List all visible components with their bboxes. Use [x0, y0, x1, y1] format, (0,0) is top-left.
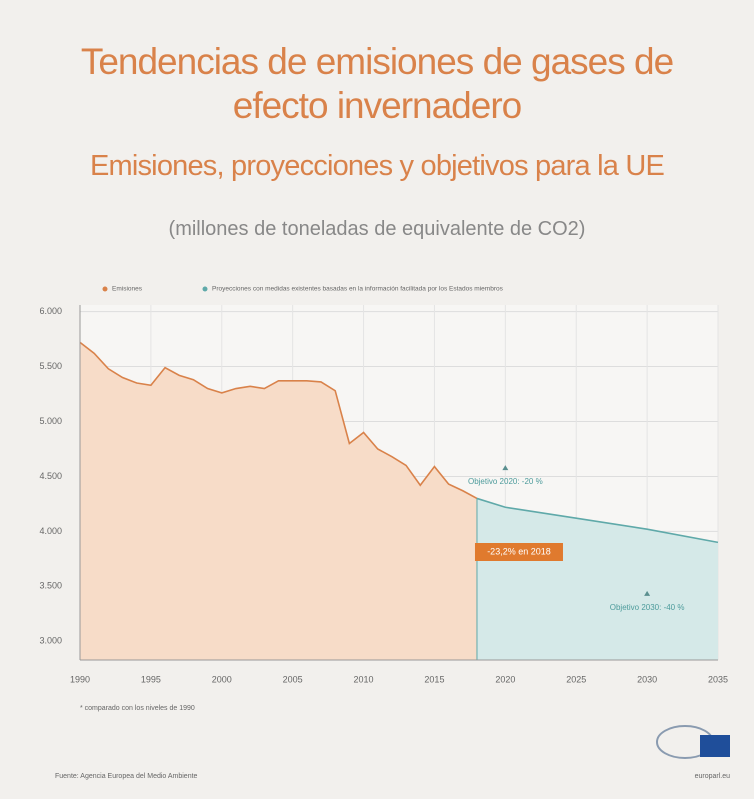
legend-label: Proyecciones con medidas existentes basa… — [212, 286, 504, 293]
legend-label: Emisiones — [112, 286, 143, 293]
target-label: Objetivo 2030: -40 % — [610, 603, 685, 612]
x-tick-label: 2010 — [354, 674, 374, 684]
unit-label: (millones de toneladas de equivalente de… — [168, 218, 586, 240]
target-marker — [644, 590, 651, 596]
callout-text: -23,2% en 2018 — [487, 546, 551, 556]
x-tick-label: 2015 — [424, 674, 444, 684]
y-tick-label: 5.500 — [39, 361, 62, 371]
y-tick-label: 3.000 — [39, 636, 62, 646]
x-tick-label: 2030 — [637, 674, 657, 684]
y-tick-label: 6.000 — [39, 306, 62, 316]
target-marker — [502, 465, 509, 471]
series-line — [476, 497, 719, 544]
series-line — [79, 341, 478, 500]
y-tick-label: 4.500 — [39, 471, 62, 481]
x-tick-label: 2035 — [708, 674, 728, 684]
y-tick-label: 3.500 — [39, 581, 62, 591]
y-tick-label: 4.000 — [39, 526, 62, 536]
title-wrap: Tendencias de emisiones de gases de efec… — [0, 40, 754, 128]
x-tick-label: 2020 — [495, 674, 515, 684]
x-tick-label: 2005 — [283, 674, 303, 684]
y-tick-label: 5.000 — [39, 416, 62, 426]
x-tick-label: 1990 — [70, 674, 90, 684]
x-tick-label: 2000 — [212, 674, 232, 684]
callout-box — [474, 543, 563, 561]
x-tick-label: 2025 — [566, 674, 586, 684]
chart-title: Tendencias de emisiones de gases de efec… — [80, 41, 674, 126]
x-tick-label: 1995 — [141, 674, 161, 684]
area-fill — [476, 498, 718, 660]
legend-swatch — [202, 286, 208, 292]
footnote: * comparado con los niveles de 1990 — [80, 705, 195, 712]
legend-swatch — [102, 286, 108, 292]
area-fill — [80, 342, 477, 660]
eu-flag — [700, 735, 730, 757]
target-label: Objetivo 2020: -20 % — [468, 477, 543, 486]
chart-subtitle: Emisiones, proyecciones y objetivos para… — [89, 150, 665, 182]
site: europarl.eu — [695, 773, 731, 780]
source: Fuente: Agencia Europea del Medio Ambien… — [55, 773, 198, 780]
